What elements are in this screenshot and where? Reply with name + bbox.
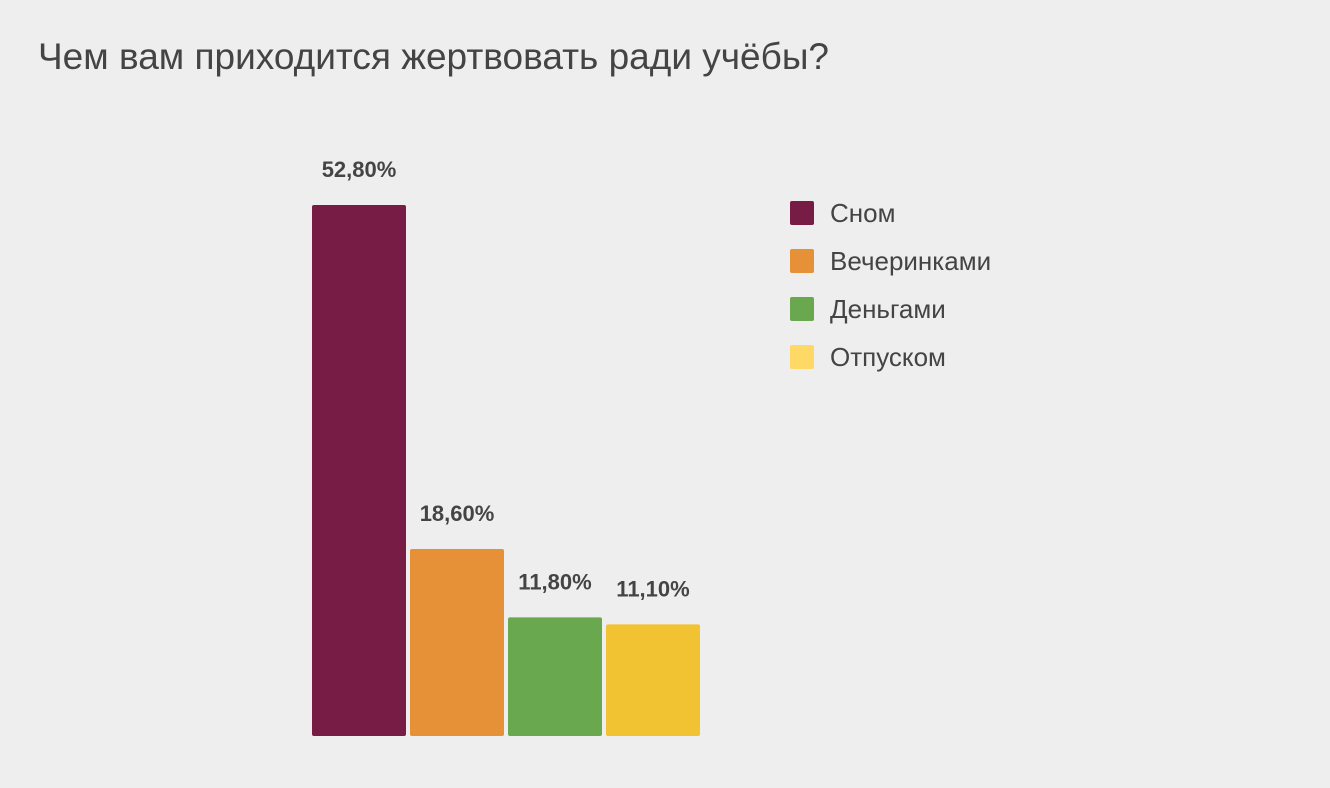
legend-label: Отпуском [830, 342, 946, 372]
bar-2 [410, 548, 504, 736]
legend-item-parties: Вечеринками [790, 244, 991, 292]
bar-value-label-3: 11,80% [518, 569, 591, 594]
bar-value-label-4: 11,10% [616, 576, 689, 601]
bar-value-label-1: 52,80% [322, 157, 397, 182]
legend-item-vacation: Отпуском [790, 340, 991, 388]
legend-label: Сном [830, 198, 896, 228]
bar-3 [508, 617, 602, 736]
legend-swatch [790, 201, 814, 225]
legend-item-sleep: Сном [790, 196, 991, 244]
legend-swatch [790, 249, 814, 273]
legend-label: Вечеринками [830, 246, 992, 276]
bar-4 [606, 624, 700, 736]
legend-label: Деньгами [830, 294, 946, 324]
chart-title: Чем вам приходится жертвовать ради учёбы… [38, 36, 830, 77]
legend-swatch [790, 345, 814, 369]
bars-group: 52,80% 18,60% 11,80% 11,10% [312, 157, 700, 736]
chart-legend: Сном Вечеринками Деньгами Отпуском [790, 196, 991, 388]
bar-1 [312, 205, 406, 736]
bar-value-label-2: 18,60% [420, 501, 495, 526]
legend-swatch [790, 297, 814, 321]
legend-item-money: Деньгами [790, 292, 991, 340]
